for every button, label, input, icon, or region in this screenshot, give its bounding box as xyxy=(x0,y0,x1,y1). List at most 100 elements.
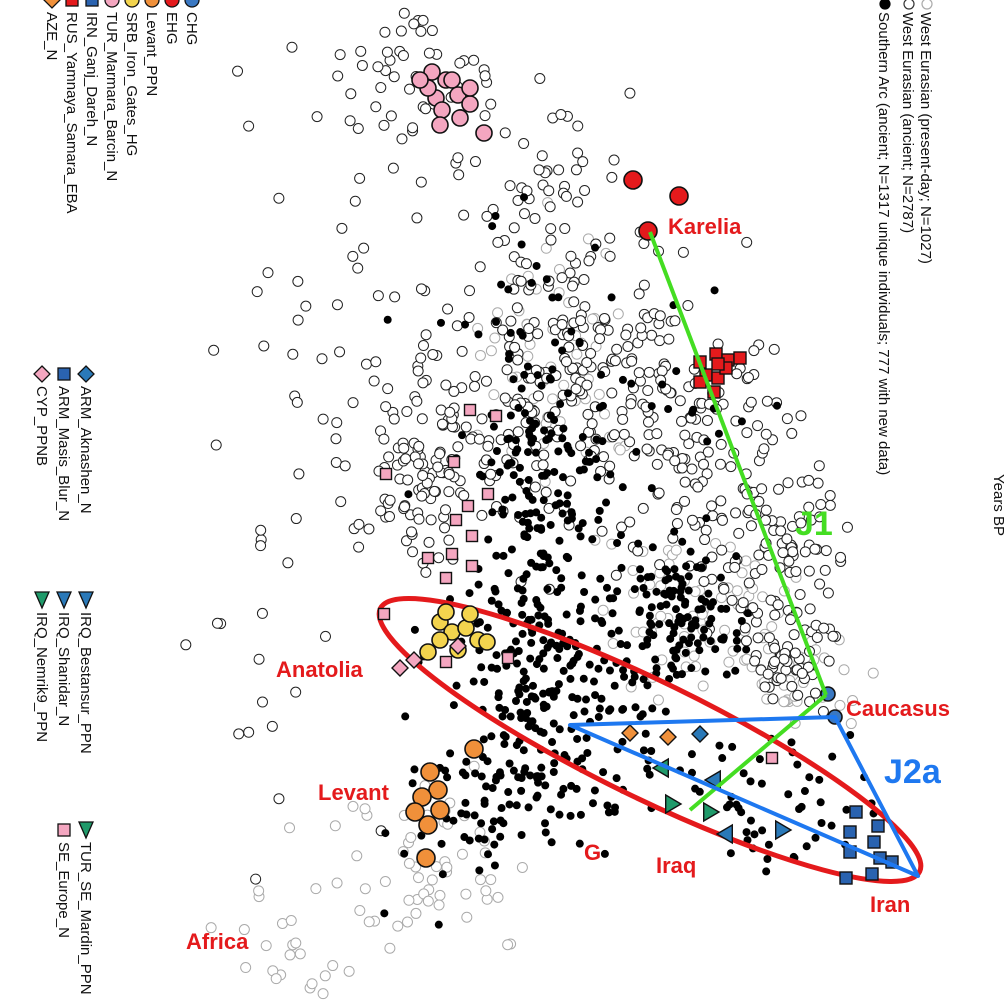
bg-point xyxy=(600,849,609,858)
bg-point xyxy=(624,436,636,448)
bg-point xyxy=(642,416,654,428)
bg-point xyxy=(520,258,532,270)
bg-point xyxy=(686,514,698,526)
cyp-ppnb-diamond xyxy=(391,659,409,677)
mardin-triangle xyxy=(703,801,721,823)
bg-point xyxy=(676,587,685,596)
bg-point xyxy=(583,748,592,757)
bg-point xyxy=(479,110,491,122)
bg-point xyxy=(375,82,387,94)
bg-point xyxy=(438,870,447,879)
bg-point xyxy=(742,372,754,384)
bg-point xyxy=(582,733,591,742)
bg-point xyxy=(480,677,489,686)
bg-point xyxy=(741,427,753,439)
corner-label: Years BP xyxy=(990,474,1004,536)
barcin-point xyxy=(433,101,451,119)
bg-point xyxy=(334,346,346,358)
bg-point xyxy=(518,629,527,638)
bg-point xyxy=(294,948,306,960)
bg-point xyxy=(506,411,515,420)
bg-point xyxy=(492,891,504,903)
bg-point xyxy=(388,413,400,425)
bg-point xyxy=(501,495,510,504)
haplogroup-label-j2a: J2a xyxy=(884,753,942,791)
bg-point xyxy=(576,532,585,541)
bg-point xyxy=(715,495,727,507)
legend-label-cyp-ppnb: CYP_PPNB xyxy=(33,386,50,466)
bg-point xyxy=(687,633,696,642)
shanidar-triangle xyxy=(715,823,733,845)
bg-point xyxy=(679,429,691,441)
bg-point xyxy=(816,798,825,807)
bg-point xyxy=(469,380,481,392)
bg-point xyxy=(359,803,371,815)
bg-point xyxy=(555,109,567,121)
bg-point xyxy=(539,689,548,698)
bg-point xyxy=(750,830,759,839)
bg-point xyxy=(578,274,590,286)
bg-point xyxy=(532,793,541,802)
bg-point xyxy=(503,608,512,617)
bg-point xyxy=(585,348,597,360)
bg-point xyxy=(577,156,589,168)
bg-point xyxy=(403,857,415,869)
bg-point xyxy=(684,572,693,581)
bg-point xyxy=(554,680,563,689)
bg-point xyxy=(485,874,497,886)
bg-point xyxy=(473,433,485,445)
bg-point xyxy=(354,905,366,917)
bg-point xyxy=(714,458,726,470)
bg-point xyxy=(504,354,513,363)
se-europe-square xyxy=(449,513,463,527)
bg-point xyxy=(512,801,521,810)
bg-point xyxy=(613,587,622,596)
bg-point xyxy=(462,757,471,766)
bg-point xyxy=(793,760,802,769)
bg-point xyxy=(676,593,685,602)
bg-point xyxy=(517,831,526,840)
bg-point xyxy=(799,546,811,558)
bg-point xyxy=(334,49,346,61)
bg-point xyxy=(591,595,600,604)
bg-point xyxy=(559,424,568,433)
bg-point xyxy=(701,414,713,426)
legend-label-ehg: EHG xyxy=(163,12,180,45)
bg-point xyxy=(611,343,623,355)
bg-point xyxy=(613,539,622,548)
bg-point xyxy=(676,415,688,427)
bg-point xyxy=(532,328,544,340)
bg-point xyxy=(436,318,445,327)
bg-point xyxy=(702,446,714,458)
bg-point xyxy=(469,156,481,168)
bg-point xyxy=(541,819,550,828)
bg-point xyxy=(768,343,780,355)
bg-point xyxy=(731,585,743,597)
bg-point xyxy=(456,848,468,860)
bg-point xyxy=(587,313,599,325)
bg-point xyxy=(416,413,428,425)
iron-gates-point xyxy=(478,633,496,651)
bg-point xyxy=(745,520,757,532)
ganj-dareh-square xyxy=(849,805,863,819)
bg-point xyxy=(594,515,603,524)
bg-point xyxy=(656,365,668,377)
bg-point xyxy=(642,590,651,599)
bg-point xyxy=(595,704,604,713)
bg-point xyxy=(619,666,628,675)
bg-point xyxy=(505,759,514,768)
ehg-point xyxy=(623,170,643,190)
bg-point xyxy=(399,501,411,513)
bg-point xyxy=(545,223,557,235)
bg-point xyxy=(847,695,859,707)
bg-point xyxy=(745,396,757,408)
bg-point xyxy=(380,401,392,413)
bg-point xyxy=(379,26,391,38)
bg-point xyxy=(574,650,583,659)
bg-point xyxy=(339,460,351,472)
bg-point xyxy=(643,366,655,378)
bg-point xyxy=(593,388,605,400)
bg-point xyxy=(556,400,565,409)
bg-point xyxy=(449,816,458,825)
bg-point xyxy=(688,408,697,417)
